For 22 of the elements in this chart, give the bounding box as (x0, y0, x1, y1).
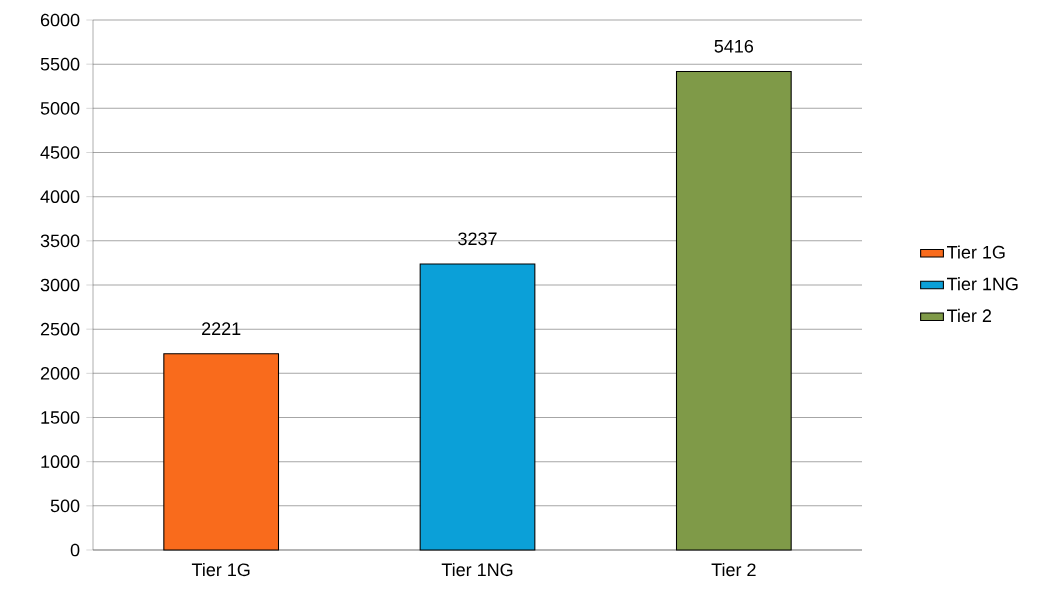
data-label: 3237 (458, 232, 497, 246)
data-label: 5416 (714, 39, 754, 53)
y-tick-label: 3000 (40, 278, 80, 292)
legend-label: Tier 1NG (947, 277, 1018, 291)
y-tick-label: 6000 (40, 13, 80, 27)
y-tick-label: 500 (50, 499, 80, 513)
x-tick-label: Tier 1NG (441, 562, 513, 577)
x-tick-label: Tier 2 (711, 562, 756, 577)
y-tick-label: 2000 (40, 366, 80, 380)
legend-label: Tier 1G (947, 245, 1005, 259)
y-tick-label: 1500 (41, 411, 80, 424)
y-tick-label: 5500 (40, 57, 80, 71)
x-tick-label: Tier 1G (191, 562, 250, 577)
y-tick-label: 4000 (40, 190, 80, 204)
y-tick-label: 4500 (40, 146, 80, 159)
legend-label: Tier 2 (947, 308, 992, 323)
y-tick-label: 5000 (40, 101, 80, 115)
y-tick-label: 3500 (40, 234, 80, 248)
y-tick-label: 1000 (41, 455, 80, 469)
y-tick-label: 2500 (40, 322, 80, 336)
y-tick-label: 0 (70, 543, 80, 557)
data-label: 2221 (202, 322, 241, 335)
